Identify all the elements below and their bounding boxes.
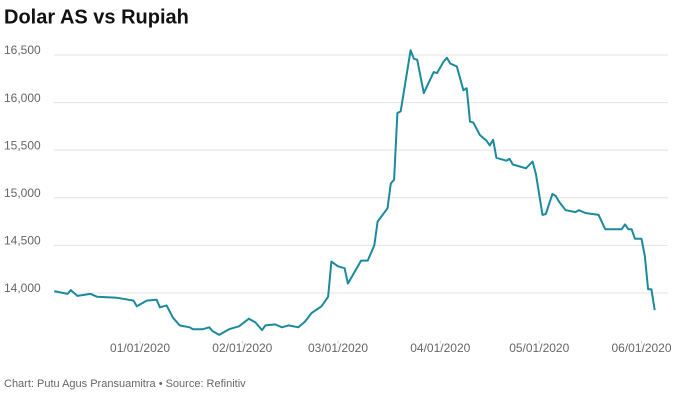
x-tick-label: 03/01/2020 bbox=[308, 341, 368, 355]
y-tick-label: 16,000 bbox=[4, 91, 41, 105]
y-tick-label: 16,500 bbox=[4, 43, 41, 57]
y-tick-label: 15,500 bbox=[4, 138, 41, 152]
x-tick-label: 04/01/2020 bbox=[410, 341, 470, 355]
line bbox=[54, 49, 656, 336]
y-tick-label: 15,000 bbox=[4, 186, 41, 200]
x-tick-label: 05/01/2020 bbox=[509, 341, 569, 355]
chart-title: Dolar AS vs Rupiah bbox=[4, 6, 189, 28]
x-tick-label: 02/01/2020 bbox=[212, 341, 272, 355]
y-tick-label: 14,000 bbox=[4, 281, 41, 295]
x-tick-label: 06/01/2020 bbox=[611, 341, 671, 355]
y-tick-label: 14,500 bbox=[4, 234, 41, 248]
x-tick-label: 01/01/2020 bbox=[110, 341, 170, 355]
source: Chart: Putu Agus Pransuamitra • Source: … bbox=[4, 378, 246, 390]
